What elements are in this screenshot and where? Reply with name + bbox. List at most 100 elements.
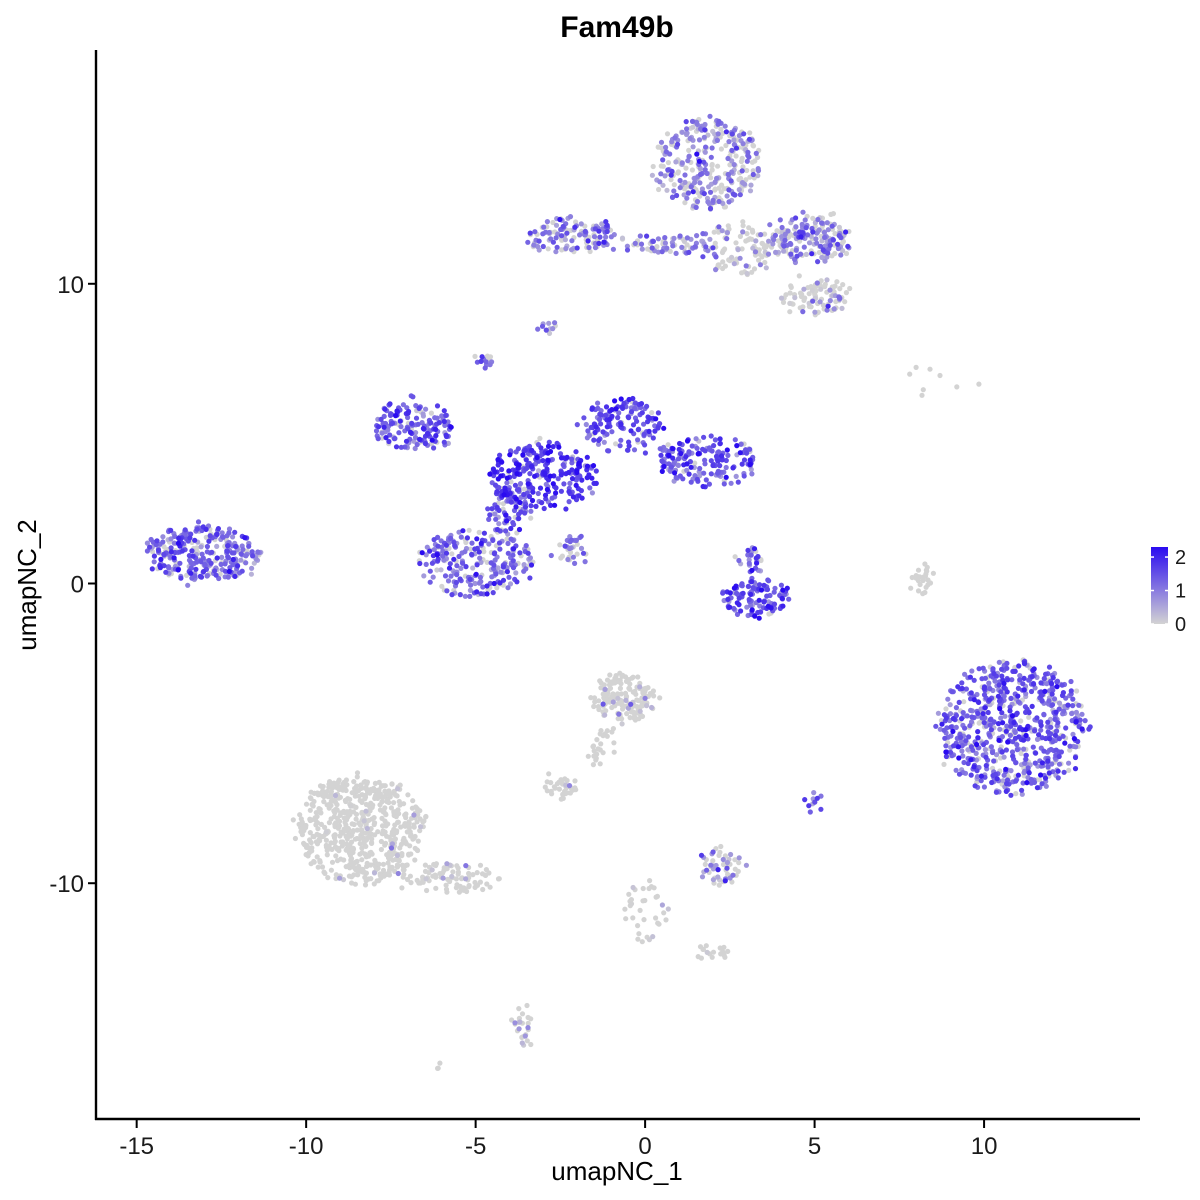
cell-point [1005,677,1011,683]
cell-point [472,580,478,587]
cell-point [972,783,978,789]
cell-point [612,398,618,404]
cell-point [455,869,461,875]
cell-point [421,573,427,579]
cell-point [590,762,597,768]
x-tick-label: -5 [465,1133,486,1160]
cell-point [1020,780,1026,786]
cell-point [635,437,641,443]
cell-point [719,457,725,463]
cell-point [701,191,707,197]
cell-point [213,572,219,578]
cell-point [382,811,389,817]
cell-point [363,830,369,836]
cell-point [414,441,420,448]
cell-point [1049,702,1056,708]
cell-point [420,879,426,885]
cell-point [1034,715,1040,721]
cell-point [686,471,692,477]
cell-point [530,489,536,495]
cell-point [1003,766,1009,772]
cell-point [668,177,674,183]
cell-point [644,703,650,709]
cell-point [693,436,699,442]
cell-point [750,171,756,178]
cell-point [1001,680,1007,687]
cell-point [723,457,729,464]
cell-point [737,255,743,261]
cell-point [723,464,729,471]
cell-point [364,825,370,832]
cell-point [414,877,420,884]
cell-point [534,454,540,461]
cell-point [730,872,736,878]
cell-point [1034,785,1040,791]
cell-point [401,801,407,807]
cell-point [991,670,997,677]
cell-point [1043,735,1049,742]
cell-point [671,182,677,188]
cell-point [495,476,501,482]
cell-point [736,595,742,601]
cell-point [1079,726,1085,732]
cell-point [546,439,552,445]
cell-point [427,579,433,585]
cell-point [734,443,740,449]
cell-point [694,233,700,239]
cell-point [637,233,643,239]
cell-point [735,247,741,253]
cell-point [1041,711,1047,718]
cell-point [967,723,973,729]
cell-point [978,778,984,784]
cell-point [750,585,756,591]
cell-point [332,821,338,827]
cell-point [616,410,622,416]
cell-point [168,536,174,542]
cell-point [603,219,609,225]
cell-point [555,476,561,482]
cell-point [1067,747,1073,753]
cell-point [208,560,214,566]
cell-point [739,168,745,174]
cell-point [702,861,708,868]
cell-point [435,543,441,549]
cell-point [598,741,604,747]
cell-point [550,444,556,450]
cell-point [718,146,725,152]
cell-point [990,772,996,779]
cell-point [677,185,683,191]
cell-point [959,748,965,754]
cell-point [635,427,641,433]
cell-point [198,559,204,565]
cell-point [1016,734,1022,740]
cell-point [778,582,785,588]
cell-point [981,686,987,692]
cell-point [411,835,417,841]
cell-point [467,587,473,594]
cell-point [544,788,550,794]
cell-point [525,1014,531,1021]
cell-point [314,831,320,838]
cell-point [763,265,769,271]
cell-point [694,151,700,157]
cell-point [1042,775,1049,781]
cell-point [497,546,503,552]
cell-point [593,480,599,486]
cell-point [635,674,641,680]
cell-point [398,444,404,450]
cell-point [746,225,752,231]
cell-point [806,291,812,297]
cell-point [802,797,808,803]
cell-point [710,245,716,251]
cell-point [956,755,962,761]
cell-point [727,604,733,610]
cell-point [778,295,785,301]
cell-point [445,578,452,584]
cell-point [331,814,337,820]
cell-point [915,567,922,573]
cell-point [248,571,254,577]
cell-point [618,421,624,427]
cell-point [1015,699,1022,705]
cell-point [657,179,663,185]
cell-point [217,571,223,577]
